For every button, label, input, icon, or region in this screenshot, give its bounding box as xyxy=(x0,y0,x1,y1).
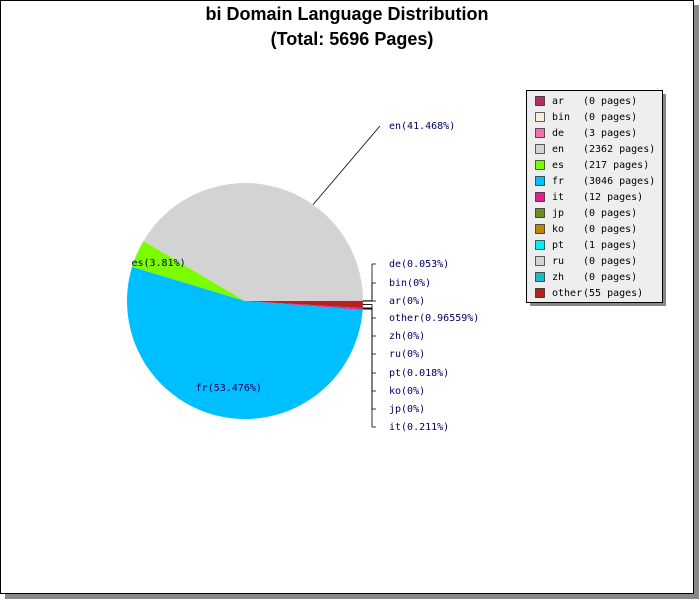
slice-label: jp(0%) xyxy=(389,404,425,415)
legend-name: bin xyxy=(552,112,570,123)
legend-name: other xyxy=(552,288,582,299)
legend-pages: (2362 pages) xyxy=(583,144,655,155)
legend-name: fr xyxy=(552,176,564,187)
legend-name: zh xyxy=(552,272,564,283)
slice-label: bin(0%) xyxy=(389,278,431,289)
legend-name: de xyxy=(552,128,564,139)
slice-label: other(0.96559%) xyxy=(389,313,479,324)
legend-name: jp xyxy=(552,208,564,219)
legend-name: pt xyxy=(552,240,564,251)
legend-swatch xyxy=(536,257,545,266)
legend-pages: (0 pages) xyxy=(583,112,637,123)
legend-pages: (3 pages) xyxy=(583,128,637,139)
legend-name: it xyxy=(552,192,564,203)
legend-swatch xyxy=(536,289,545,298)
legend-pages: (0 pages) xyxy=(583,272,637,283)
legend-pages: (217 pages) xyxy=(583,160,649,171)
slice-label: ar(0%) xyxy=(389,296,425,307)
slice-label: fr(53.476%) xyxy=(196,383,262,394)
legend-swatch xyxy=(536,113,545,122)
slice-label: it(0.211%) xyxy=(389,422,449,433)
legend-pages: (0 pages) xyxy=(583,224,637,235)
legend-swatch xyxy=(536,241,545,250)
slice-label: ru(0%) xyxy=(389,349,425,360)
legend-pages: (3046 pages) xyxy=(583,176,655,187)
legend-name: ar xyxy=(552,96,564,107)
legend-pages: (0 pages) xyxy=(583,96,637,107)
legend-swatch xyxy=(536,177,545,186)
slice-label: en(41.468%) xyxy=(389,121,455,132)
legend-pages: (1 pages) xyxy=(583,240,637,251)
legend-name: en xyxy=(552,144,564,155)
slice-label: zh(0%) xyxy=(389,331,425,342)
legend-swatch xyxy=(536,97,545,106)
legend-swatch xyxy=(536,193,545,202)
slice-label: de(0.053%) xyxy=(389,259,449,270)
slice-label: es(3.81%) xyxy=(131,258,185,269)
legend-name: es xyxy=(552,160,564,171)
legend-swatch xyxy=(536,209,545,218)
legend-pages: (55 pages) xyxy=(583,288,643,299)
chart-title: bi Domain Language Distribution xyxy=(206,4,489,24)
legend-swatch xyxy=(536,161,545,170)
legend-pages: (12 pages) xyxy=(583,192,643,203)
legend-name: ru xyxy=(552,256,564,267)
legend-name: ko xyxy=(552,224,564,235)
legend-swatch xyxy=(536,145,545,154)
legend-swatch xyxy=(536,129,545,138)
slice-label: ko(0%) xyxy=(389,386,425,397)
slice-label: pt(0.018%) xyxy=(389,368,449,379)
legend-swatch xyxy=(536,273,545,282)
chart-subtitle: (Total: 5696 Pages) xyxy=(271,29,434,49)
legend-swatch xyxy=(536,225,545,234)
legend-pages: (0 pages) xyxy=(583,208,637,219)
legend-pages: (0 pages) xyxy=(583,256,637,267)
